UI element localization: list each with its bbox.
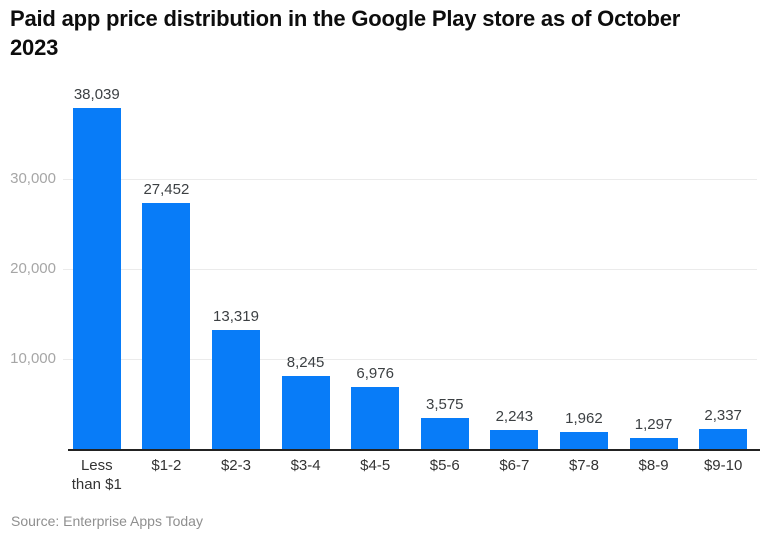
bar-value-label: 3,575 (425, 395, 464, 413)
gridline (63, 269, 757, 270)
bar-slot: 27,452 (132, 90, 202, 450)
x-tick-label: $4-5 (360, 457, 391, 474)
bar-slot: 1,297 (619, 90, 689, 450)
x-tick-label: $8-9 (638, 457, 669, 474)
bar-slot: 13,319 (201, 90, 271, 450)
x-tick-label: Less than $1 (71, 457, 122, 493)
bars-container: 38,039 27,452 13,319 8,245 6,976 3,575 2,243 1,… (62, 86, 758, 450)
bar-value-label: 1,297 (634, 416, 673, 434)
bar (281, 375, 330, 450)
bar (420, 417, 469, 450)
bar-value-label: 2,243 (495, 407, 534, 425)
x-axis-line (68, 449, 760, 451)
bar-value-label: 38,039 (73, 85, 120, 103)
y-tick-label: 30,000 (10, 170, 56, 187)
bar (559, 432, 608, 450)
gridline (63, 359, 757, 360)
bar (211, 330, 260, 450)
bar (699, 428, 748, 450)
bar (629, 438, 678, 450)
gridline (63, 179, 757, 180)
bar-slot: 2,243 (480, 90, 550, 450)
x-tick-label: $9-10 (703, 457, 743, 474)
bar (72, 107, 121, 450)
bar-slot: 8,245 (271, 90, 341, 450)
y-tick-label: 20,000 (10, 260, 56, 277)
bar (351, 387, 400, 450)
bar-slot: 38,039 (62, 86, 132, 450)
bar-slot: 6,976 (340, 90, 410, 450)
bar-value-label: 8,245 (286, 353, 325, 371)
source-caption: Source: Enterprise Apps Today (11, 513, 203, 529)
y-tick-label: 10,000 (10, 350, 56, 367)
x-tick-label: $5-6 (429, 457, 460, 474)
bar (142, 202, 191, 450)
x-tick-label: $2-3 (220, 457, 251, 474)
bar-value-label: 27,452 (143, 180, 190, 198)
bar-slot: 3,575 (410, 90, 480, 450)
bar-slot: 1,962 (549, 90, 619, 450)
chart-title: Paid app price distribution in the Googl… (10, 6, 681, 60)
x-tick-label: $7-8 (568, 457, 599, 474)
x-tick-label: $3-4 (290, 457, 321, 474)
bar-slot: 2,337 (688, 90, 758, 450)
bar (490, 429, 539, 450)
bar-value-label: 13,319 (213, 308, 259, 326)
x-tick-label: $6-7 (499, 457, 530, 474)
x-axis-labels: Less than $1 $1-2 $2-3 $3-4 $4-5 $5-6 $6-7 $7-8… (62, 456, 758, 494)
x-tick-label: $1-2 (151, 457, 182, 474)
bar-value-label: 1,962 (565, 410, 603, 428)
bar-value-label: 6,976 (356, 365, 394, 383)
bar-value-label: 2,337 (704, 406, 742, 424)
